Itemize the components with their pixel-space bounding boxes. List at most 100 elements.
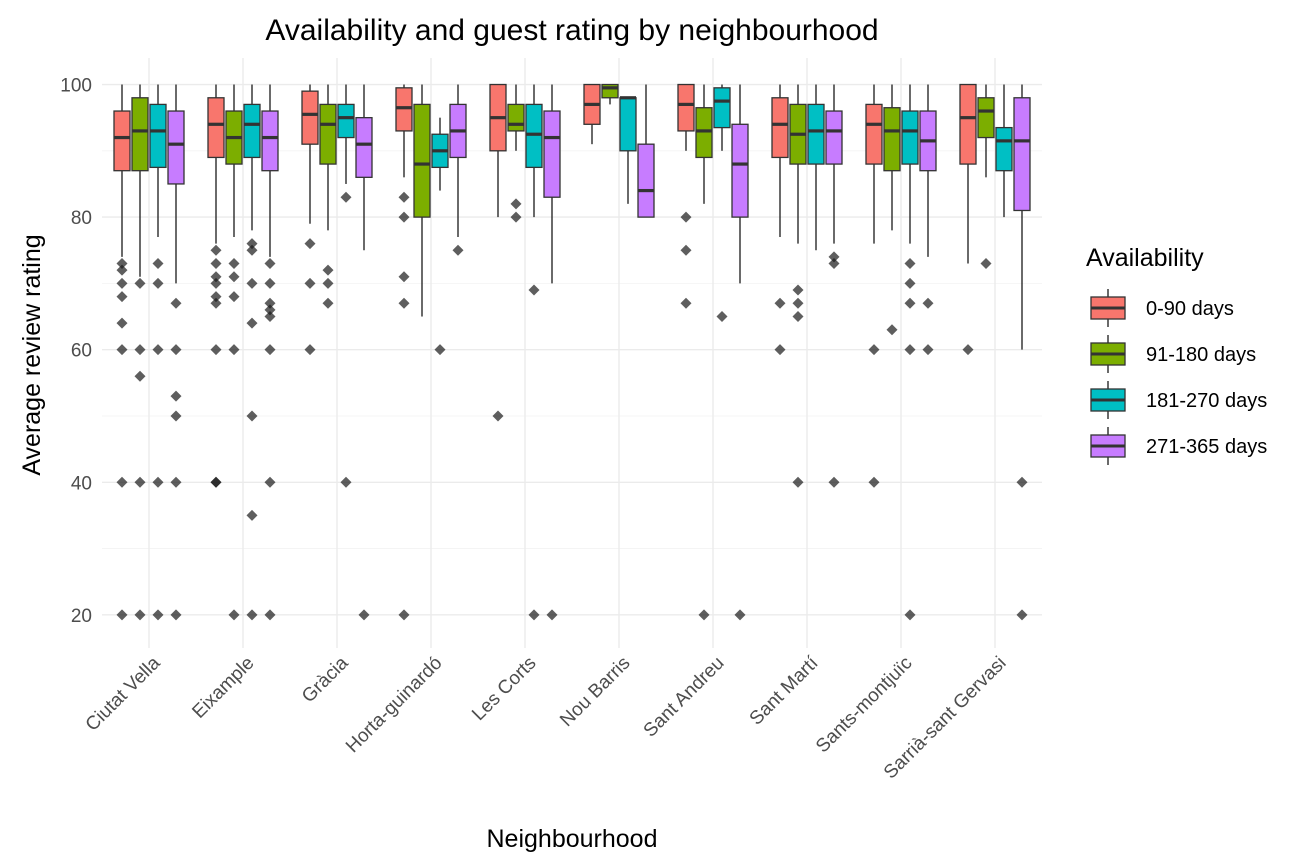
outlier-point <box>246 244 258 256</box>
legend-label: 91-180 days <box>1146 344 1256 366</box>
outlier-point <box>246 509 258 521</box>
outlier-point <box>904 258 916 270</box>
box-iqr <box>865 103 883 165</box>
outlier-point <box>510 198 522 210</box>
box-2-2 <box>337 84 355 488</box>
y-axis: 20 40 60 80 100 <box>60 76 92 627</box>
box-iqr <box>525 103 543 169</box>
outlier-point <box>1016 609 1028 621</box>
outlier-point <box>134 370 146 382</box>
outlier-point <box>264 304 276 316</box>
legend-item: 91-180 days <box>1090 335 1256 373</box>
box-2-6 <box>713 84 731 323</box>
box-2-1 <box>243 84 261 621</box>
outlier-point <box>170 476 182 488</box>
box-1-4 <box>507 84 525 223</box>
box-3-1 <box>261 84 279 621</box>
x-tick-label: Gràcia <box>298 652 353 707</box>
box-iqr <box>771 97 789 159</box>
outlier-point <box>210 344 222 356</box>
outlier-point <box>116 291 128 303</box>
box-2-5 <box>619 96 637 204</box>
outlier-point <box>116 258 128 270</box>
box-0-4 <box>489 83 507 422</box>
outlier-point <box>868 344 880 356</box>
box-iqr <box>1013 97 1031 212</box>
outlier-point <box>264 277 276 289</box>
outlier-point <box>510 211 522 223</box>
outlier-point <box>264 311 276 323</box>
y-axis-title: Average review rating <box>18 234 46 475</box>
box-3-5 <box>637 84 655 218</box>
outlier-point <box>698 609 710 621</box>
outlier-point <box>774 344 786 356</box>
outlier-point <box>228 609 240 621</box>
box-3-9 <box>1013 84 1031 621</box>
legend-title: Availability <box>1086 244 1204 272</box>
outlier-point <box>246 277 258 289</box>
plot-area <box>113 83 1031 621</box>
box-iqr <box>543 110 561 198</box>
box-1-2 <box>319 84 337 309</box>
outlier-point <box>792 476 804 488</box>
legend-item: 271-365 days <box>1090 427 1267 465</box>
box-iqr <box>261 110 279 172</box>
outlier-point <box>116 344 128 356</box>
outlier-point <box>340 191 352 203</box>
box-iqr <box>207 97 225 159</box>
outlier-point <box>680 211 692 223</box>
box-2-3 <box>431 117 449 356</box>
box-0-2 <box>301 84 319 356</box>
outlier-point <box>134 609 146 621</box>
outlier-point <box>322 264 334 276</box>
box-2-7 <box>807 84 825 251</box>
legend: Availability 0-90 days 91-180 days 181-270… <box>1086 244 1267 465</box>
box-1-8 <box>883 84 901 336</box>
y-tick-label: 20 <box>71 606 92 627</box>
box-3-8 <box>919 84 937 356</box>
outlier-point <box>116 476 128 488</box>
box-iqr <box>355 117 373 178</box>
box-iqr <box>713 87 731 129</box>
box-0-8 <box>865 84 883 488</box>
outlier-point <box>340 476 352 488</box>
outlier-point <box>922 344 934 356</box>
box-iqr <box>243 103 261 159</box>
box-iqr <box>337 103 355 139</box>
outlier-point <box>868 476 880 488</box>
outlier-point <box>398 191 410 203</box>
box-iqr <box>977 97 995 139</box>
x-tick-label: Nou Barris <box>556 653 634 731</box>
outlier-point <box>246 410 258 422</box>
outlier-point <box>210 258 222 270</box>
box-iqr <box>619 97 637 152</box>
outlier-point <box>1016 476 1028 488</box>
box-0-5 <box>583 83 601 145</box>
box-0-0 <box>113 84 131 621</box>
x-tick-label: Sant Andreu <box>640 653 729 742</box>
outlier-point <box>528 609 540 621</box>
x-tick-label: Sant Martí <box>746 652 823 729</box>
outlier-point <box>210 297 222 309</box>
legend-label: 181-270 days <box>1146 390 1267 412</box>
outlier-point <box>886 324 898 336</box>
x-tick-label: Les Corts <box>468 653 540 725</box>
box-1-3 <box>413 84 431 317</box>
chart-title: Availability and guest rating by neighbo… <box>265 14 878 47</box>
outlier-point <box>828 251 840 263</box>
outlier-point <box>170 390 182 402</box>
outlier-point <box>170 297 182 309</box>
outlier-point <box>134 277 146 289</box>
box-1-5 <box>601 83 619 105</box>
x-tick-label: Ciutat Vella <box>82 652 165 735</box>
outlier-point <box>116 317 128 329</box>
box-iqr <box>695 107 713 159</box>
outlier-point <box>116 264 128 276</box>
box-iqr <box>995 126 1013 172</box>
outlier-point <box>398 271 410 283</box>
box-3-6 <box>731 84 749 621</box>
x-axis: Ciutat Vella Eixample GràciaHorta-guinardó… <box>82 652 1011 783</box>
legend-label: 0-90 days <box>1146 298 1234 320</box>
outlier-point <box>828 476 840 488</box>
